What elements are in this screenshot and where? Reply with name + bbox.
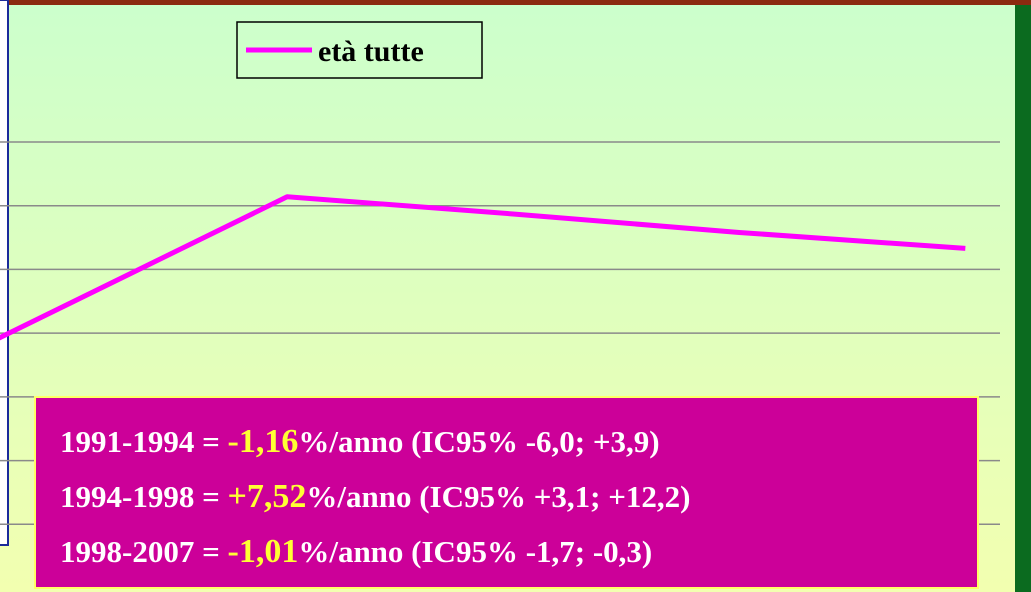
top-stripe [0,0,1031,5]
annotation-highlight: -1,01 [228,533,299,570]
annotation-suffix: %/anno (IC95% +3,1; +12,2) [306,479,690,514]
annotation-prefix: 1994-1998 = [60,479,228,514]
annotation-box [34,396,979,589]
right-border [1015,5,1031,592]
annotation-highlight: +7,52 [228,478,307,515]
legend: età tutte [236,21,483,79]
legend-box [236,21,483,79]
annotation-suffix: %/anno (IC95% -1,7; -0,3) [298,534,652,569]
left-panel-edge [0,0,9,546]
annotation-highlight: -1,16 [228,423,299,460]
annotation-line: 1994-1998 = +7,52%/anno (IC95% +3,1; +12… [60,478,690,515]
annotation-line: 1998-2007 = -1,01%/anno (IC95% -1,7; -0,… [60,533,652,570]
annotation-suffix: %/anno (IC95% -6,0; +3,9) [298,424,659,459]
annotation-prefix: 1998-2007 = [60,534,228,569]
annotations: 1991-1994 = -1,16%/anno (IC95% -6,0; +3,… [60,423,690,570]
data-line [0,194,966,341]
legend-label: età tutte [318,35,424,68]
plot [0,194,966,341]
annotation-prefix: 1991-1994 = [60,424,228,459]
annotation-line: 1991-1994 = -1,16%/anno (IC95% -6,0; +3,… [60,423,660,460]
